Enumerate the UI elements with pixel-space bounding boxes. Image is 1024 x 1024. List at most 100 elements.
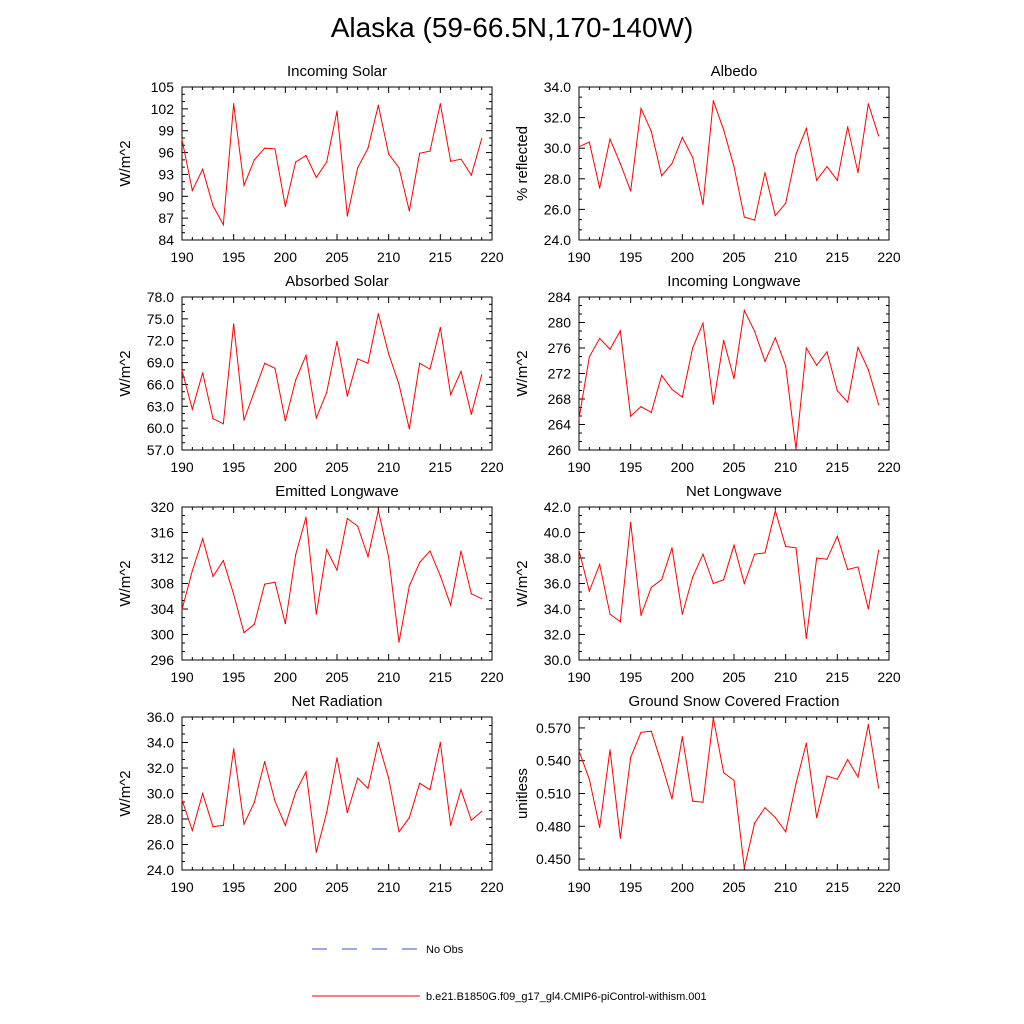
data-point	[326, 391, 328, 394]
x-tick-label: 220	[480, 669, 504, 685]
y-tick-label: 57.0	[147, 442, 174, 458]
data-point	[315, 851, 317, 853]
x-tick-label: 210	[377, 249, 401, 265]
y-tick-label: 0.450	[536, 851, 571, 867]
data-point	[377, 741, 379, 744]
data-point	[295, 379, 297, 381]
y-tick-label: 0.540	[536, 753, 571, 769]
data-point	[460, 789, 462, 791]
y-axis-label: W/m^2	[514, 350, 531, 396]
data-point	[619, 162, 621, 165]
data-point	[702, 204, 704, 206]
data-point	[733, 544, 735, 546]
data-point	[419, 561, 421, 564]
y-tick-label: 268	[548, 391, 572, 407]
data-point	[743, 309, 745, 311]
data-point	[191, 570, 193, 572]
x-tick-label: 210	[774, 879, 798, 895]
data-point	[578, 418, 580, 420]
x-tick-label: 220	[877, 669, 901, 685]
data-point	[346, 812, 348, 814]
data-point	[754, 822, 756, 824]
data-point	[816, 179, 818, 181]
data-point	[450, 394, 452, 396]
x-tick-label: 205	[722, 459, 746, 475]
data-point	[805, 742, 807, 744]
plot-frame	[181, 716, 493, 871]
data-point	[609, 613, 611, 615]
data-point	[816, 816, 818, 819]
data-point	[588, 141, 590, 143]
data-point	[274, 148, 276, 150]
legend: No Obs b.e21.B1850G.f09_g17_gl4.CMIP6-pi…	[312, 944, 707, 1003]
x-tick-label: 195	[619, 669, 643, 685]
y-tick-label: 84	[158, 232, 174, 248]
data-point	[712, 717, 714, 719]
data-point	[661, 175, 663, 177]
y-tick-label: 90	[158, 188, 174, 204]
data-point	[336, 340, 338, 343]
y-tick-label: 32.0	[544, 110, 571, 126]
data-point	[222, 423, 224, 425]
chart-title: Net Radiation	[292, 693, 383, 710]
data-point	[816, 557, 818, 559]
data-point	[439, 575, 441, 577]
data-point	[671, 162, 673, 165]
data-point	[212, 826, 214, 828]
figure-title: Alaska (59-66.5N,170-140W)	[330, 12, 694, 43]
data-point	[805, 347, 807, 349]
data-point	[367, 787, 369, 790]
x-tick-label: 205	[722, 669, 746, 685]
data-point	[588, 778, 590, 780]
chart-panel: Net Longwave W/m^2 190 195 200 205 210 215 220 30…	[514, 483, 901, 685]
chart-panel: Net Radiation W/m^2 190 195 200 205 210 215 220 2…	[117, 693, 504, 895]
y-axis-label: W/m^2	[117, 350, 134, 396]
y-tick-label: 316	[151, 525, 175, 541]
data-point	[346, 395, 348, 397]
y-tick-label: 99	[158, 123, 174, 139]
data-point	[578, 146, 580, 148]
data-point	[630, 190, 632, 192]
data-point	[181, 609, 183, 611]
data-point	[743, 582, 745, 585]
data-point	[264, 583, 266, 585]
data-point	[388, 353, 390, 355]
y-tick-label: 42.0	[544, 499, 571, 515]
y-tick-label: 36.0	[147, 709, 174, 725]
x-tick-label: 220	[877, 879, 901, 895]
x-tick-label: 195	[222, 249, 246, 265]
data-point	[878, 787, 880, 789]
data-point	[836, 179, 838, 181]
data-point	[470, 174, 472, 176]
data-point	[764, 172, 766, 174]
data-point	[723, 772, 725, 774]
y-tick-label: 93	[158, 166, 174, 182]
data-point	[470, 819, 472, 821]
data-point	[388, 777, 390, 779]
series-line	[181, 742, 482, 853]
data-point	[723, 339, 725, 341]
y-tick-label: 72.0	[147, 333, 174, 349]
data-point	[599, 337, 601, 340]
data-point	[429, 789, 431, 791]
x-tick-label: 200	[671, 879, 695, 895]
data-point	[836, 778, 838, 780]
y-axis-label: unitless	[514, 768, 531, 819]
data-point	[408, 817, 410, 819]
y-tick-label: 264	[548, 417, 572, 433]
data-point	[785, 545, 787, 548]
data-point	[857, 346, 859, 348]
data-point	[867, 608, 869, 610]
data-point	[253, 159, 255, 161]
y-tick-label: 276	[548, 340, 572, 356]
data-point	[774, 510, 776, 512]
x-tick-label: 220	[480, 459, 504, 475]
data-point	[826, 351, 828, 353]
y-tick-label: 26.0	[147, 837, 174, 853]
x-tick-label: 190	[567, 249, 591, 265]
data-point	[377, 104, 379, 106]
x-tick-label: 210	[377, 459, 401, 475]
data-point	[357, 525, 359, 527]
y-tick-label: 75.0	[147, 311, 174, 327]
y-tick-label: 30.0	[544, 140, 571, 156]
